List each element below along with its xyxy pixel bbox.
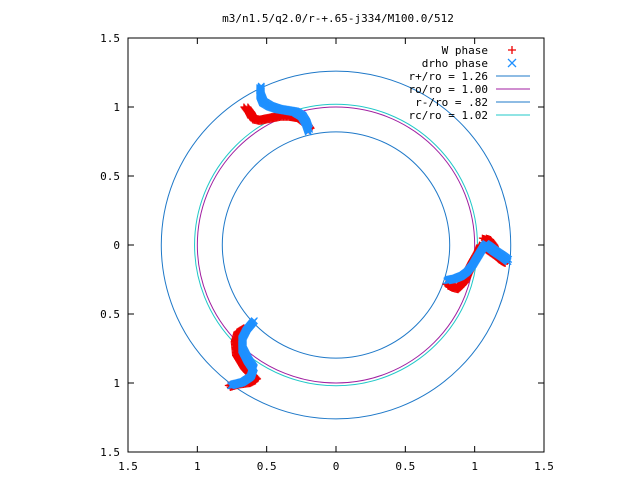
- y-tick-label: 0: [113, 239, 120, 252]
- x-tick-label: 0.5: [257, 460, 277, 473]
- y-tick-label: 1.5: [100, 446, 120, 459]
- x-tick-label: 0: [333, 460, 340, 473]
- x-tick-label: 1.5: [534, 460, 554, 473]
- drho-phase-point: [304, 128, 312, 136]
- drho-phase-point: [504, 257, 512, 266]
- reference-circle: [221, 131, 451, 359]
- reference-circle: [160, 70, 512, 420]
- legend-label: drho phase: [422, 57, 488, 70]
- y-tick-label: 1: [113, 101, 120, 114]
- y-tick-label: 0.5: [100, 170, 120, 183]
- legend-swatch: [507, 58, 517, 68]
- reference-circles: [160, 70, 512, 420]
- y-tick-label: 0.5: [100, 308, 120, 321]
- legend-label: r+/ro = 1.26: [409, 70, 488, 83]
- drho-phase-point: [504, 255, 513, 264]
- legend-label: r-/ro = .82: [415, 96, 488, 109]
- x-tick-label: 1: [194, 460, 201, 473]
- phase-series: [224, 82, 513, 391]
- legend-label: W phase: [442, 44, 488, 57]
- x-tick-label: 1.5: [118, 460, 138, 473]
- w-phase-series: [224, 103, 511, 391]
- y-tick-label: 1: [113, 377, 120, 390]
- legend-swatch: [508, 46, 516, 54]
- axis-ticks: 1.5 1 0.5 0 0.5 1 1.51.510.500.511.5: [100, 32, 554, 473]
- y-tick-label: 1.5: [100, 32, 120, 45]
- drho-phase-series: [226, 82, 513, 390]
- x-tick-label: 0.5: [395, 460, 415, 473]
- legend-label: ro/ro = 1.00: [409, 83, 488, 96]
- x-tick-label: 1: [471, 460, 478, 473]
- chart-title: m3/n1.5/q2.0/r-+.65-j334/M100.0/512: [222, 12, 454, 25]
- drho-phase-point: [226, 382, 235, 390]
- reference-circle: [196, 106, 476, 384]
- legend-label: rc/ro = 1.02: [409, 109, 488, 122]
